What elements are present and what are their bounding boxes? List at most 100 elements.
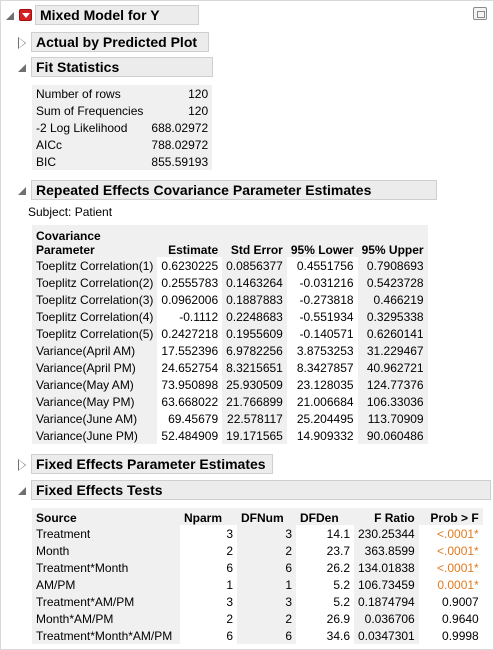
fit-stat-value: 855.59193 [147,153,213,170]
fit-stat-value: 120 [147,102,213,119]
covariance-row: Toeplitz Correlation(1) 0.6230225 0.085637… [32,257,428,274]
cov-stderr: 8.3215651 [222,359,287,376]
fixed-tests-table: Source Nparm DFNum DFDen F Ratio Prob > … [32,508,483,644]
test-nparm: 3 [226,526,233,541]
test-dfnum: 2 [237,542,296,559]
cov-upper: 0.3295338 [357,308,428,325]
test-prob: <.0001* [437,526,479,541]
test-source: Treatment*Month*AM/PM [32,627,180,644]
repeated-effects-header[interactable]: Repeated Effects Covariance Parameter Es… [17,179,437,201]
test-fratio: 134.01838 [354,559,419,576]
fit-stat-row: BIC 855.59193 [32,153,213,170]
test-dfden: 26.2 [326,560,350,575]
test-dfden: 23.7 [326,543,350,558]
cov-upper: 31.229467 [357,342,428,359]
report-options-icon[interactable] [473,7,487,20]
col-parameter-line2: Parameter [36,243,95,257]
disclosure-open-icon[interactable] [5,10,15,20]
covariance-row: Variance(June AM) 69.45679 22.578117 25.204… [32,410,428,427]
test-row: Treatment 3 3 14.1 230.25344 <.0001* [32,525,483,542]
col-parameter[interactable]: Covariance Parameter [32,225,158,257]
disclosure-closed-icon[interactable] [17,37,27,49]
cov-lower: 21.006684 [296,394,354,409]
cov-stderr: 0.1887883 [222,291,287,308]
test-prob: 0.9007 [442,594,479,609]
test-source: AM/PM [32,576,180,593]
col-stderr[interactable]: Std Error [222,225,287,257]
test-row: Treatment*Month 6 6 26.2 134.01838 <.0001* [32,559,483,576]
actual-by-predicted-header[interactable]: Actual by Predicted Plot [17,31,209,53]
col-source[interactable]: Source [32,508,180,525]
covariance-table: Covariance Parameter Estimate Std Error … [32,225,428,444]
test-prob: 0.9998 [442,628,479,643]
test-dfden: 34.6 [326,628,350,643]
cov-upper: 106.33036 [357,393,428,410]
fixed-params-header[interactable]: Fixed Effects Parameter Estimates [17,453,273,475]
section-title: Fit Statistics [31,57,213,77]
fit-stat-value: 688.02972 [147,119,213,136]
cov-upper: 0.6260141 [357,325,428,342]
disclosure-closed-icon[interactable] [17,459,27,471]
cov-upper: 113.70909 [357,410,428,427]
test-prob: <.0001* [437,560,479,575]
disclosure-open-icon[interactable] [17,485,27,495]
cov-estimate: 0.0962006 [161,292,219,307]
section-title: Repeated Effects Covariance Parameter Es… [31,180,437,200]
test-nparm: 2 [226,543,233,558]
fit-statistics-header[interactable]: Fit Statistics [17,56,213,78]
cov-estimate: 69.45679 [168,411,219,426]
covariance-row: Variance(April AM) 17.552396 6.9782256 3.87… [32,342,428,359]
covariance-row: Variance(April PM) 24.652754 8.3215651 8.34… [32,359,428,376]
test-prob: 0.0001* [437,577,479,592]
fit-stat-label: Sum of Frequencies [32,102,148,119]
cov-stderr: 0.1955609 [222,325,287,342]
cov-upper: 0.466219 [357,291,428,308]
col-nparm[interactable]: Nparm [180,508,237,525]
cov-param: Toeplitz Correlation(4) [32,308,158,325]
test-fratio: 230.25344 [354,525,419,542]
test-dfden: 5.2 [333,577,350,592]
col-dfden[interactable]: DFDen [296,508,354,525]
section-title: Fixed Effects Tests [31,480,491,500]
disclosure-open-icon[interactable] [17,185,27,195]
test-row: Treatment*Month*AM/PM 6 6 34.6 0.0347301 0.99… [32,627,483,644]
test-source: Month [32,542,180,559]
test-dfnum: 3 [237,525,296,542]
col-upper[interactable]: 95% Upper [357,225,428,257]
covariance-row: Variance(May PM) 63.668022 21.766899 21.006… [32,393,428,410]
cov-lower: 25.204495 [296,411,354,426]
col-dfnum[interactable]: DFNum [237,508,296,525]
test-nparm: 6 [226,560,233,575]
col-lower[interactable]: 95% Lower [286,225,358,257]
cov-estimate: 63.668022 [161,394,219,409]
test-nparm: 1 [226,577,233,592]
cov-lower: -0.273818 [299,292,354,307]
cov-lower: 8.3427857 [296,360,354,375]
main-outline-header: Mixed Model for Y [5,4,199,26]
test-row: Treatment*AM/PM 3 3 5.2 0.1874794 0.9007 [32,593,483,610]
cov-stderr: 22.578117 [222,410,287,427]
cov-upper: 0.5423728 [357,274,428,291]
cov-estimate: -0.1112 [179,309,219,324]
cov-estimate: 17.552396 [161,343,219,358]
fixed-tests-header[interactable]: Fixed Effects Tests [17,479,491,501]
test-fratio: 0.036706 [354,610,419,627]
cov-estimate: 0.2555783 [161,275,219,290]
cov-param: Variance(June AM) [32,410,158,427]
cov-param: Toeplitz Correlation(2) [32,274,158,291]
fit-stat-row: Sum of Frequencies 120 [32,102,213,119]
red-triangle-menu-icon[interactable] [19,9,32,21]
test-source: Treatment*Month [32,559,180,576]
cov-lower: 0.4551756 [296,258,354,273]
col-prob[interactable]: Prob > F [418,508,483,525]
col-fratio[interactable]: F Ratio [354,508,419,525]
section-title: Fixed Effects Parameter Estimates [31,454,273,474]
col-parameter-line1: Covariance [36,229,101,243]
col-estimate[interactable]: Estimate [157,225,223,257]
cov-lower: -0.031216 [299,275,354,290]
test-nparm: 3 [226,594,233,609]
cov-estimate: 0.6230225 [161,258,219,273]
cov-lower: -0.551934 [299,309,354,324]
disclosure-open-icon[interactable] [17,62,27,72]
cov-param: Variance(May PM) [32,393,158,410]
